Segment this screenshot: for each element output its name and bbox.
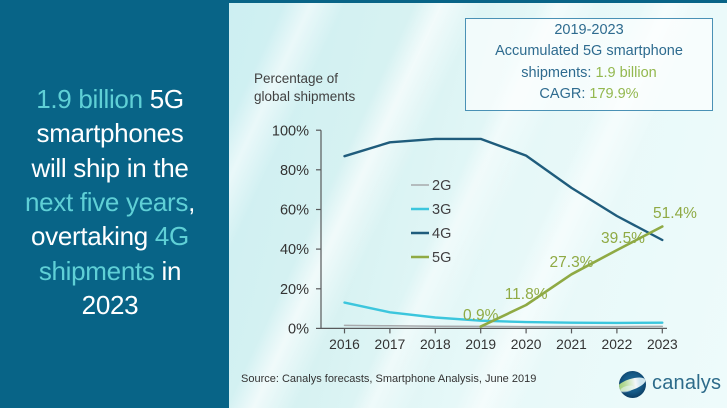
- svg-text:4G: 4G: [432, 226, 451, 242]
- svg-text:2G: 2G: [432, 178, 451, 194]
- svg-text:5G: 5G: [432, 250, 451, 266]
- svg-text:27.3%: 27.3%: [550, 254, 594, 271]
- svg-text:80%: 80%: [280, 163, 309, 179]
- svg-text:3G: 3G: [432, 202, 451, 218]
- svg-text:0.9%: 0.9%: [463, 307, 499, 324]
- svg-text:2018: 2018: [420, 337, 451, 352]
- svg-text:100%: 100%: [272, 124, 309, 140]
- svg-text:39.5%: 39.5%: [601, 230, 645, 247]
- svg-text:0%: 0%: [288, 321, 309, 337]
- svg-text:51.4%: 51.4%: [653, 205, 697, 222]
- svg-text:11.8%: 11.8%: [505, 286, 548, 303]
- svg-text:2022: 2022: [602, 337, 633, 352]
- svg-text:2021: 2021: [556, 337, 587, 352]
- svg-text:2020: 2020: [511, 337, 542, 352]
- svg-text:2016: 2016: [329, 337, 360, 352]
- svg-text:60%: 60%: [280, 203, 309, 219]
- svg-text:2017: 2017: [375, 337, 406, 352]
- svg-text:2023: 2023: [647, 337, 678, 352]
- svg-text:20%: 20%: [280, 282, 309, 298]
- svg-text:2019: 2019: [465, 337, 496, 352]
- svg-text:40%: 40%: [280, 242, 309, 258]
